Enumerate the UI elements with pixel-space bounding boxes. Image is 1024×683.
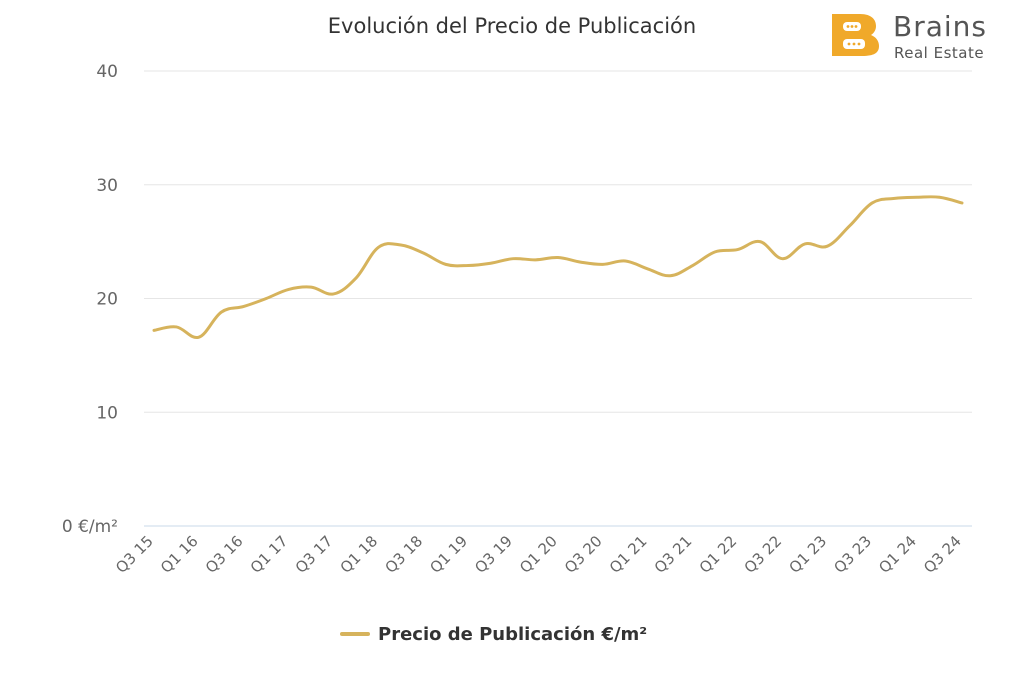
data-point[interactable] <box>507 253 519 265</box>
data-point[interactable] <box>866 197 878 209</box>
x-tick-label: Q1 20 <box>516 532 561 577</box>
x-tick-label: Q1 17 <box>247 532 292 577</box>
data-point[interactable] <box>934 191 946 203</box>
legend-label: Precio de Publicación €/m² <box>378 623 648 645</box>
y-tick-label: 10 <box>96 403 118 423</box>
x-tick-label: Q3 18 <box>381 532 426 577</box>
logo-subtitle-text: Real Estate <box>894 44 985 62</box>
data-point[interactable] <box>597 258 609 270</box>
data-point[interactable] <box>687 260 699 272</box>
data-point[interactable] <box>417 247 429 259</box>
data-point[interactable] <box>305 281 317 293</box>
data-point[interactable] <box>238 300 250 312</box>
data-point[interactable] <box>799 238 811 250</box>
logo-brand-text: Brains <box>893 10 987 43</box>
x-tick-label: Q3 24 <box>920 532 965 577</box>
data-point[interactable] <box>485 257 497 269</box>
data-point[interactable] <box>328 288 340 300</box>
x-tick-label: Q1 24 <box>875 532 920 577</box>
y-tick-label: 40 <box>96 62 118 82</box>
x-tick-label: Q3 23 <box>830 532 875 577</box>
data-point[interactable] <box>956 197 968 209</box>
data-point[interactable] <box>754 236 766 248</box>
x-tick-label: Q3 17 <box>292 532 337 577</box>
chart-title: Evolución del Precio de Publicación <box>327 14 697 38</box>
data-point[interactable] <box>619 255 631 267</box>
series-line[interactable] <box>152 195 964 340</box>
data-point[interactable] <box>821 240 833 252</box>
data-point[interactable] <box>283 283 295 295</box>
brand-logo: Brains Real Estate <box>830 10 1015 62</box>
data-point[interactable] <box>395 239 407 251</box>
data-point[interactable] <box>530 254 542 266</box>
data-point[interactable] <box>844 220 856 232</box>
legend[interactable]: Precio de Publicación €/m² <box>340 620 647 648</box>
data-point[interactable] <box>462 260 474 272</box>
data-point[interactable] <box>552 252 564 264</box>
y-tick-label: 20 <box>96 290 118 310</box>
x-tick-label: Q1 18 <box>337 532 382 577</box>
data-point[interactable] <box>664 270 676 282</box>
data-point[interactable] <box>732 244 744 256</box>
data-point[interactable] <box>776 253 788 265</box>
data-point[interactable] <box>372 241 384 253</box>
y-axis-ticks: 0 €/m² 10 20 30 40 <box>62 62 118 537</box>
y-tick-label: 30 <box>96 176 118 196</box>
x-tick-label: Q3 15 <box>112 532 157 577</box>
x-tick-label: Q1 23 <box>785 532 830 577</box>
data-point[interactable] <box>350 272 362 284</box>
x-axis-ticks: Q3 15 Q1 16 Q3 16 Q1 17 Q3 17 Q1 18 Q3 18 Q1 19… <box>112 532 965 577</box>
data-point[interactable] <box>260 293 272 305</box>
data-point[interactable] <box>642 263 654 275</box>
x-tick-label: Q3 19 <box>471 532 516 577</box>
y-tick-label: 0 €/m² <box>62 517 118 537</box>
data-point[interactable] <box>709 246 721 258</box>
data-point[interactable] <box>193 331 205 343</box>
b-chat-logo-icon <box>832 14 879 56</box>
x-tick-label: Q1 22 <box>696 532 741 577</box>
grid-lines <box>144 70 972 527</box>
x-tick-label: Q1 16 <box>157 532 202 577</box>
data-point[interactable] <box>215 306 227 318</box>
x-tick-label: Q1 21 <box>606 532 651 577</box>
x-tick-label: Q3 22 <box>741 532 786 577</box>
x-tick-label: Q3 21 <box>651 532 696 577</box>
x-tick-label: Q3 16 <box>202 532 247 577</box>
data-point[interactable] <box>170 321 182 333</box>
x-tick-label: Q1 19 <box>426 532 471 577</box>
series-layer <box>148 191 968 343</box>
data-point[interactable] <box>889 192 901 204</box>
data-point[interactable] <box>148 324 160 336</box>
data-point[interactable] <box>440 258 452 270</box>
data-point[interactable] <box>911 191 923 203</box>
x-tick-label: Q3 20 <box>561 532 606 577</box>
legend-swatch <box>340 632 370 636</box>
data-point[interactable] <box>574 256 586 268</box>
